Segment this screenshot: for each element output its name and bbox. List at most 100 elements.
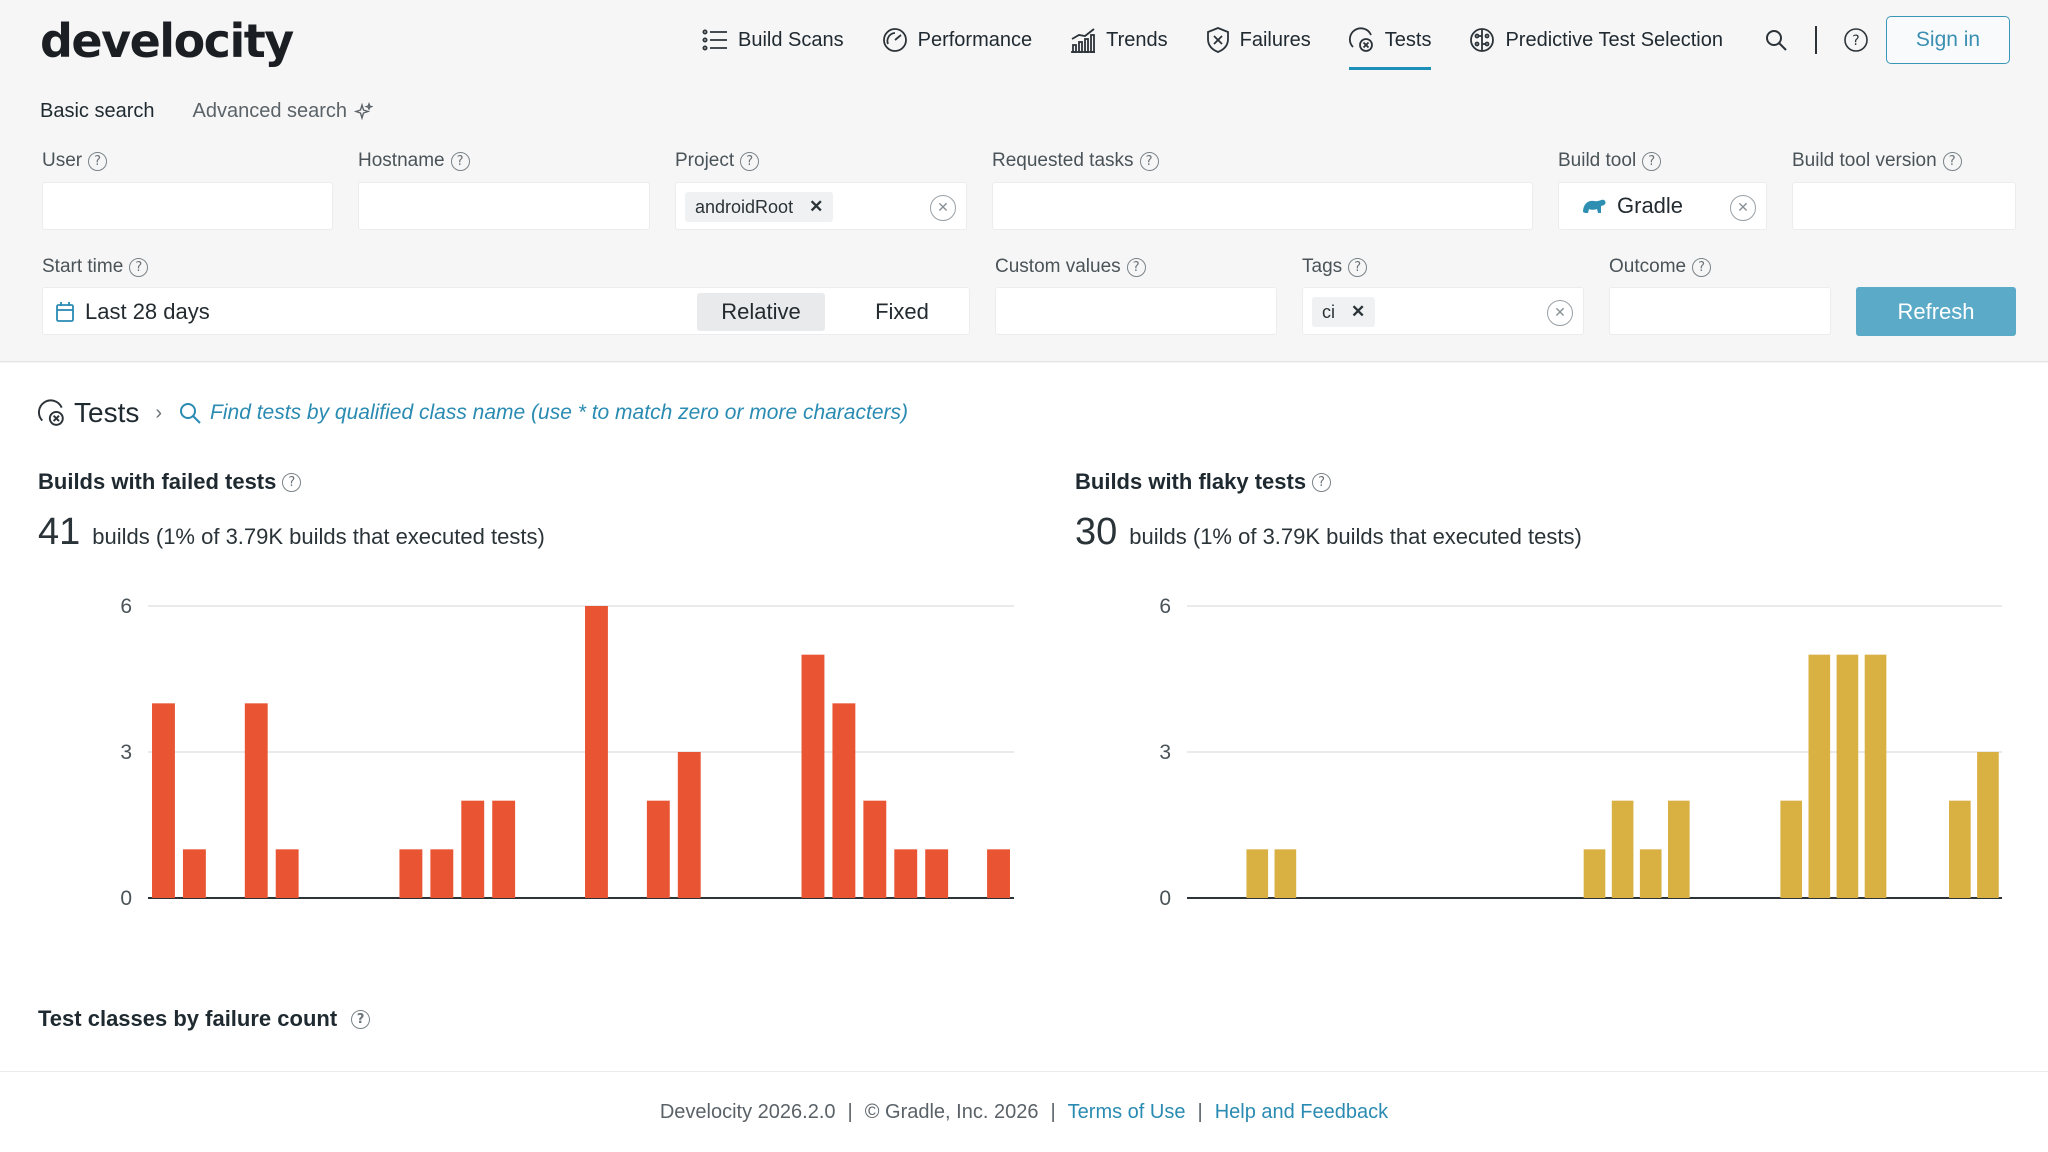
nav-performance[interactable]: Performance: [882, 22, 1032, 58]
chart-bar: [1864, 654, 1887, 898]
help-icon[interactable]: ?: [740, 151, 760, 171]
help-circle-icon: ?: [1844, 28, 1868, 52]
flaky-tests-chart: 036Jun 1Jun 5Jun 9Jun 13Jun 17Jun 21Jun …: [1159, 595, 2002, 910]
help-icon[interactable]: ?: [1126, 257, 1146, 277]
y-tick-label: 0: [1159, 887, 1171, 910]
help-icon[interactable]: ?: [129, 257, 149, 277]
nav-tests[interactable]: Tests: [1348, 22, 1431, 70]
chart-bar: [1836, 654, 1859, 898]
project-chip: androidRoot ✕: [685, 192, 834, 222]
chart-bar: [1583, 849, 1606, 898]
help-icon[interactable]: ?: [450, 151, 470, 171]
chart-bar: [585, 606, 608, 898]
chart-bar: [1780, 800, 1803, 898]
breadcrumb-separator: ›: [155, 401, 163, 424]
chart-bar: [894, 849, 918, 898]
chart-bar: [1274, 849, 1297, 898]
flaky-description: builds (1% of 3.79K builds that executed…: [1129, 524, 1582, 549]
help-icon[interactable]: ?: [88, 151, 108, 171]
footer: Develocity 2026.2.0 | © Gradle, Inc. 202…: [0, 1071, 2048, 1152]
hostname-label: Hostname?: [358, 150, 470, 172]
refresh-button[interactable]: Refresh: [1856, 287, 2016, 336]
chart-bar: [1246, 849, 1269, 898]
nav-trends[interactable]: Trends: [1070, 22, 1168, 58]
trend-chart-icon: [1071, 28, 1096, 53]
chart-bar: [399, 849, 423, 898]
search-icon: [1766, 30, 1787, 51]
project-label: Project?: [675, 150, 760, 172]
test-classes-title: Test classes by failure count?: [38, 1006, 371, 1032]
help-icon[interactable]: ?: [351, 1009, 371, 1029]
flaky-tests-title: Builds with flaky tests?: [1075, 469, 1332, 495]
hostname-input[interactable]: [358, 182, 650, 230]
help-icon[interactable]: ?: [282, 472, 302, 492]
chart-bar: [677, 752, 701, 898]
chart-bar: [182, 849, 206, 898]
help-icon[interactable]: ?: [1692, 257, 1712, 277]
nav-predictive-test-selection[interactable]: Predictive Test Selection: [1469, 22, 1723, 58]
list-icon: [702, 29, 727, 51]
help-icon[interactable]: ?: [1139, 151, 1159, 171]
label-text: Hostname: [358, 150, 445, 171]
gradle-elephant-icon: [1583, 199, 1606, 213]
outcome-label: Outcome?: [1609, 256, 1712, 278]
fixed-toggle[interactable]: Fixed: [875, 299, 929, 324]
requested-tasks-input[interactable]: [992, 182, 1533, 230]
footer-separator: |: [1197, 1100, 1203, 1123]
build-tool-select[interactable]: Gradle ✕: [1558, 182, 1767, 230]
test-gauge-icon: [38, 399, 64, 426]
footer-separator: |: [847, 1100, 853, 1123]
calendar-icon: [56, 302, 74, 322]
tab-basic-search[interactable]: Basic search: [40, 100, 155, 122]
help-icon[interactable]: ?: [1942, 151, 1962, 171]
outcome-select[interactable]: [1609, 287, 1831, 335]
chart-bar: [275, 849, 299, 898]
develocity-logo[interactable]: develocity: [40, 14, 294, 68]
project-input[interactable]: androidRoot ✕ ✕: [675, 182, 967, 230]
help-button[interactable]: ?: [1841, 22, 1871, 58]
footer-separator: |: [1050, 1100, 1056, 1123]
label-text: Requested tasks: [992, 150, 1134, 171]
clear-icon[interactable]: ✕: [930, 195, 956, 221]
help-icon[interactable]: ?: [1312, 472, 1332, 492]
failed-tests-chart: 036Jun 3Jun 6Jun 9Jun 13Jun 17Jun 21Jun …: [120, 595, 1014, 910]
clear-icon[interactable]: ✕: [1730, 195, 1756, 221]
chip-label: ci: [1322, 301, 1335, 322]
flaky-count: 30: [1075, 511, 1118, 553]
tests-dashboard: Tests › Find tests by qualified class na…: [0, 363, 2048, 1071]
build-tool-version-input[interactable]: [1792, 182, 2016, 230]
search-mode-tabs: Basic search Advanced search: [40, 100, 411, 123]
relative-toggle[interactable]: Relative: [697, 293, 825, 331]
sign-in-button[interactable]: Sign in: [1886, 16, 2010, 64]
help-icon[interactable]: ?: [1642, 151, 1662, 171]
tags-input[interactable]: ci ✕ ✕: [1302, 287, 1584, 335]
help-feedback-link[interactable]: Help and Feedback: [1214, 1100, 1389, 1123]
nav-failures[interactable]: Failures: [1206, 22, 1311, 58]
clear-icon[interactable]: ✕: [1547, 300, 1573, 326]
failed-count: 41: [38, 511, 81, 553]
chart-bar: [1667, 800, 1690, 898]
failed-tests-title: Builds with failed tests?: [38, 469, 302, 495]
test-gauge-icon: [1348, 27, 1373, 52]
user-input[interactable]: [42, 182, 333, 230]
build-tool-version-label: Build tool version?: [1792, 150, 1962, 172]
user-label: User?: [42, 150, 108, 172]
search-button[interactable]: [1761, 22, 1791, 58]
test-search-link[interactable]: Find tests by qualified class name (use …: [210, 401, 908, 424]
label-text: Build tool version: [1792, 150, 1937, 171]
chart-bar: [1639, 849, 1662, 898]
custom-values-input[interactable]: [995, 287, 1277, 335]
terms-link[interactable]: Terms of Use: [1067, 1100, 1186, 1123]
chip-remove-icon[interactable]: ✕: [1351, 302, 1366, 321]
help-icon[interactable]: ?: [1348, 257, 1368, 277]
chart-bar: [244, 703, 268, 898]
chart-bar: [646, 800, 670, 898]
nav-label: Build Scans: [738, 28, 844, 51]
chart-bar: [801, 654, 825, 898]
start-time-field[interactable]: Last 28 days Relative Fixed: [42, 287, 970, 335]
chart-bar: [492, 800, 516, 898]
nav-build-scans[interactable]: Build Scans: [702, 22, 844, 58]
breadcrumb: Tests › Find tests by qualified class na…: [38, 397, 908, 429]
tab-advanced-search[interactable]: Advanced search: [193, 100, 374, 123]
chip-remove-icon[interactable]: ✕: [809, 197, 824, 216]
